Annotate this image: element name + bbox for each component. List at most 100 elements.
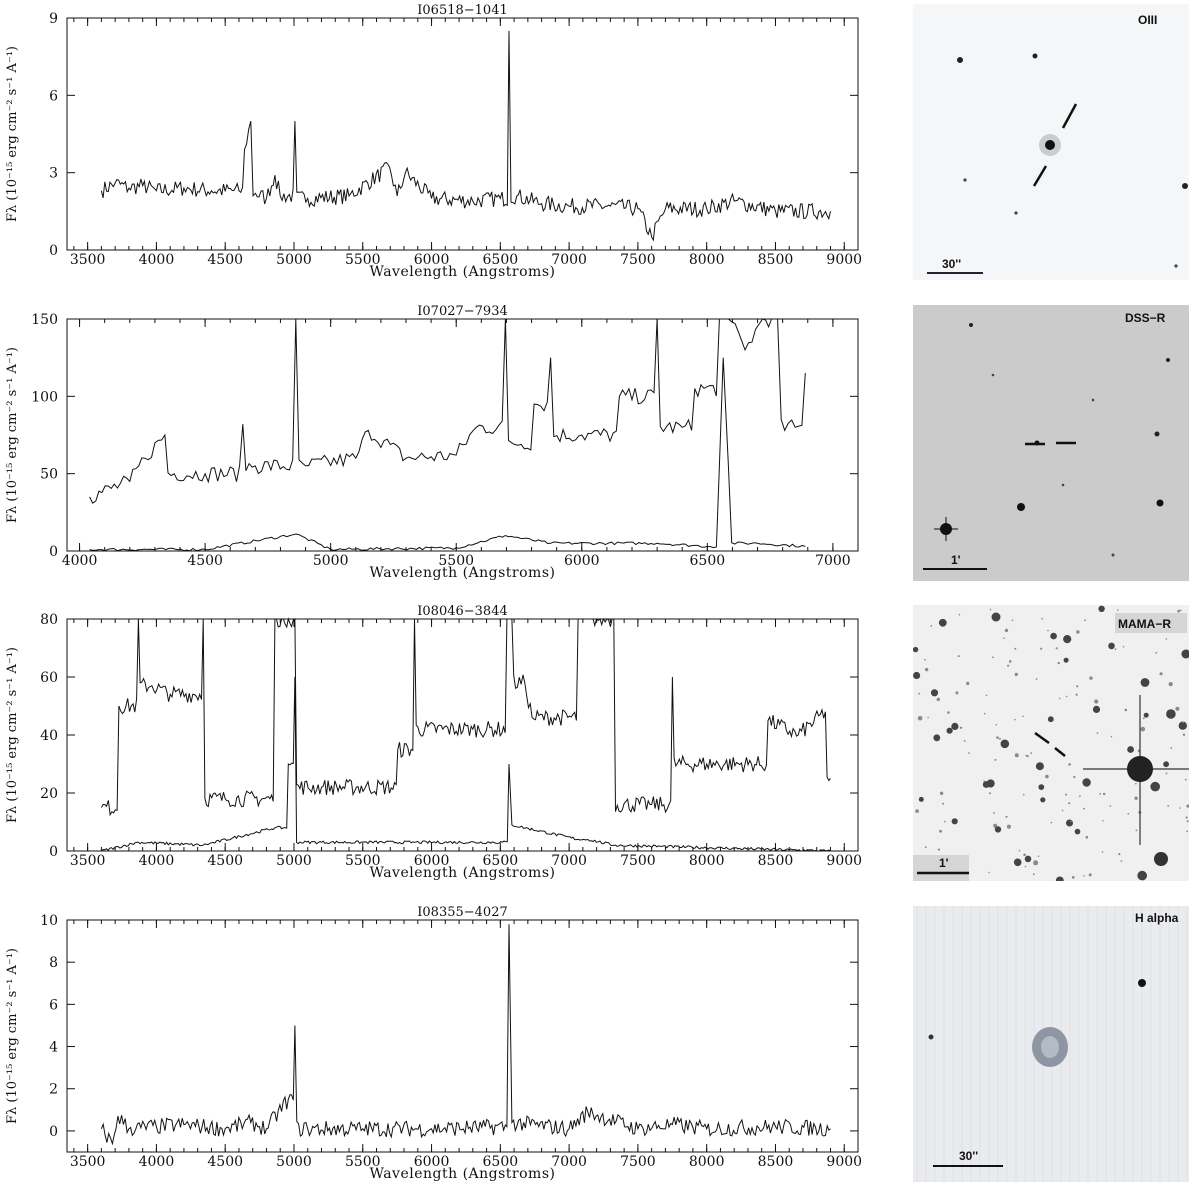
y-tick-label: 0 [49, 243, 58, 259]
x-axis-label: Wavelength (Angstroms) [370, 264, 556, 280]
star [1024, 855, 1032, 863]
y-axis-label: Fλ (10⁻¹⁵ erg cm⁻² s⁻¹ A⁻¹) [5, 948, 20, 1124]
star [1040, 647, 1043, 650]
x-tick-label: 4500 [187, 553, 223, 569]
star [1050, 632, 1057, 640]
x-tick-label: 6000 [414, 853, 450, 869]
star [1127, 812, 1130, 815]
star [969, 323, 973, 327]
central-star [1045, 140, 1055, 150]
star [946, 727, 953, 734]
y-tick-label: 2 [49, 1082, 58, 1098]
star [996, 736, 999, 739]
oiii-image: 30'' OIII [913, 4, 1189, 280]
filter-label: MAMA−R [1118, 617, 1171, 631]
star [1186, 804, 1189, 808]
star [1040, 797, 1046, 803]
star [930, 625, 933, 627]
pointer-mark [1032, 165, 1048, 187]
x-tick-label: 6500 [483, 853, 519, 869]
star [1182, 733, 1186, 736]
filter-label: OIII [1138, 13, 1157, 27]
y-tick-label: 3 [49, 166, 58, 182]
spectrum-line-2 [101, 676, 831, 852]
x-axis-label: Wavelength (Angstroms) [370, 1166, 556, 1182]
star [947, 711, 950, 714]
y-tick-label: 0 [49, 544, 58, 560]
star [1186, 830, 1189, 833]
x-tick-label: 7000 [551, 853, 587, 869]
x-tick-label: 5500 [345, 853, 381, 869]
star [951, 722, 959, 730]
star [1094, 699, 1099, 704]
star [1004, 628, 1009, 633]
star-field [913, 605, 1189, 881]
spectrum-chart-2: I07027−7934 Wavelength (Angstroms) Fλ (10⁻… [5, 304, 859, 581]
star [1075, 693, 1078, 696]
star [1163, 761, 1169, 768]
chart-title: I08046−3844 [417, 604, 507, 619]
scale-box [913, 855, 969, 881]
spectrum-panel-2: I07027−7934 Wavelength (Angstroms) Fλ (10⁻… [0, 301, 880, 591]
star [968, 752, 970, 754]
star [1055, 876, 1064, 881]
star [913, 671, 921, 680]
star [993, 812, 995, 814]
star [1175, 706, 1180, 711]
star [1014, 718, 1016, 721]
y-tick-label: 150 [31, 312, 58, 328]
star [1184, 778, 1187, 781]
star [983, 780, 985, 782]
star [1022, 715, 1024, 718]
star [930, 689, 939, 697]
star [1037, 855, 1040, 857]
star [1047, 629, 1049, 632]
star [1014, 672, 1018, 677]
x-tick-label: 5500 [345, 252, 381, 268]
chart-title: I07027−7934 [417, 304, 507, 319]
y-tick-label: 60 [40, 670, 58, 686]
star [927, 716, 929, 719]
star [1057, 661, 1060, 665]
star [928, 1034, 934, 1040]
star [1068, 763, 1071, 766]
x-tick-label: 8500 [758, 853, 794, 869]
x-tick-label: 7000 [551, 252, 587, 268]
star [1166, 709, 1176, 719]
spectrum-line-1 [100, 924, 831, 1146]
x-tick-label: 5000 [276, 1154, 312, 1170]
star [1155, 651, 1158, 654]
y-tick-label: 6 [49, 997, 58, 1013]
star [1167, 805, 1170, 807]
star [913, 646, 919, 653]
star [993, 823, 998, 828]
star [1041, 617, 1044, 620]
x-tick-label: 7500 [620, 1154, 656, 1170]
star [1050, 821, 1053, 824]
pointer-mark [1054, 747, 1066, 757]
star [939, 791, 944, 795]
x-tick-label: 8000 [689, 1154, 725, 1170]
y-tick-label: 6 [49, 88, 58, 104]
star [991, 373, 995, 377]
star [1120, 860, 1123, 862]
star [1110, 735, 1113, 738]
y-tick-label: 100 [31, 389, 58, 405]
star [1035, 678, 1038, 680]
spectrum-line-1 [89, 318, 806, 504]
star [1006, 824, 1011, 829]
x-tick-label: 4500 [207, 252, 243, 268]
spectrum-panel-3: I08046−3844 Wavelength (Angstroms) Fλ (10⁻… [0, 601, 880, 891]
star [1138, 979, 1146, 987]
pointer-mark [1034, 731, 1050, 745]
star [1099, 793, 1101, 795]
star [1070, 820, 1072, 823]
star [1000, 739, 1010, 749]
star [1014, 647, 1017, 650]
star [1182, 721, 1184, 723]
plot-frame [66, 618, 859, 852]
star [963, 740, 966, 742]
star [1032, 873, 1035, 876]
y-tick-label: 4 [49, 1040, 58, 1056]
scale-label: 30'' [942, 257, 961, 271]
